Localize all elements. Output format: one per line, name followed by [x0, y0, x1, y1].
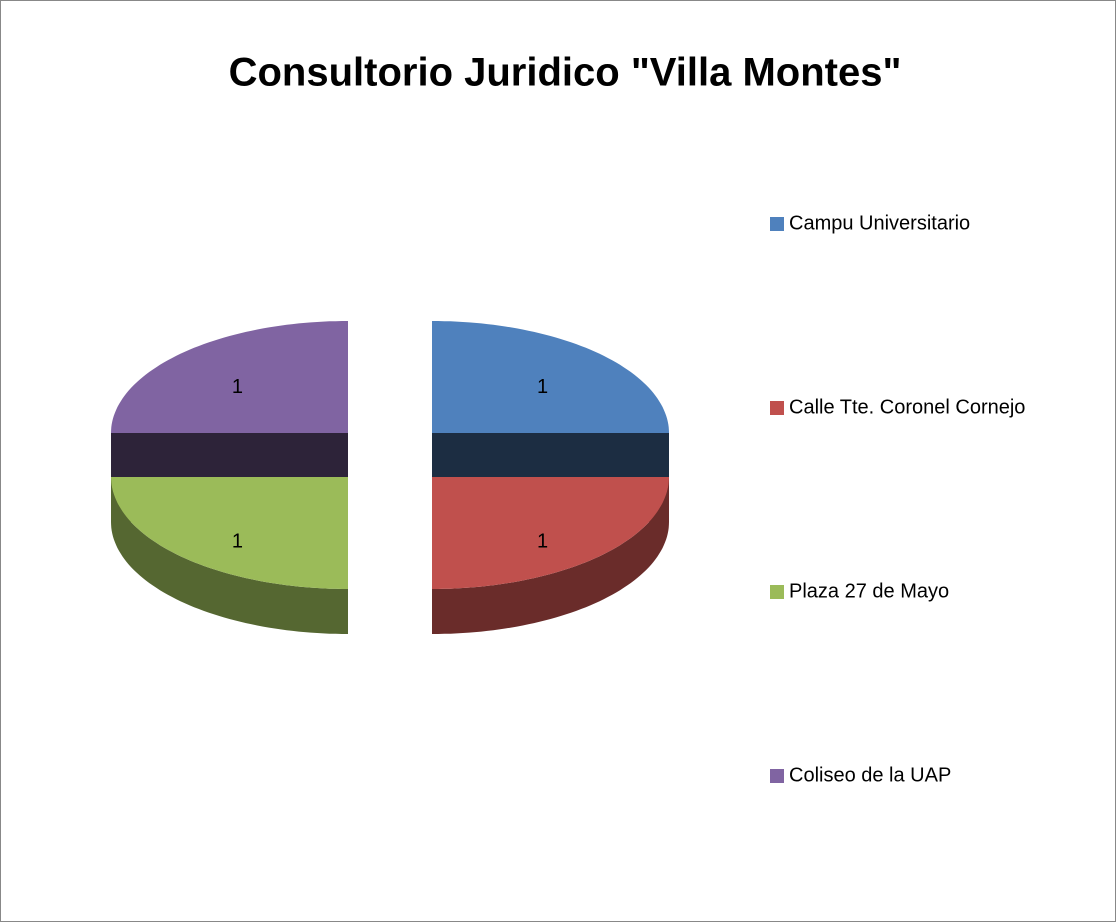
chart-title: Consultorio Juridico "Villa Montes" — [229, 51, 902, 95]
slice — [432, 321, 669, 433]
data-label: 1 — [232, 376, 243, 398]
legend-label: Calle Tte. Coronel Cornejo — [789, 396, 1025, 418]
slice — [432, 477, 669, 589]
legend-label: Plaza 27 de Mayo — [789, 580, 949, 602]
slice-side — [111, 433, 348, 478]
data-label: 1 — [537, 531, 548, 553]
slice — [111, 321, 348, 433]
slice-side — [432, 433, 669, 478]
legend-swatch — [770, 769, 784, 783]
legend-label: Campu Universitario — [789, 212, 970, 234]
data-label: 1 — [232, 531, 243, 553]
legend-swatch — [770, 401, 784, 415]
legend-label: Coliseo de la UAP — [789, 764, 951, 786]
slice-wall — [432, 477, 669, 634]
slice-wall — [111, 477, 348, 634]
legend-swatch — [770, 217, 784, 231]
slice — [111, 477, 348, 589]
legend-swatch — [770, 585, 784, 599]
data-label: 1 — [537, 376, 548, 398]
